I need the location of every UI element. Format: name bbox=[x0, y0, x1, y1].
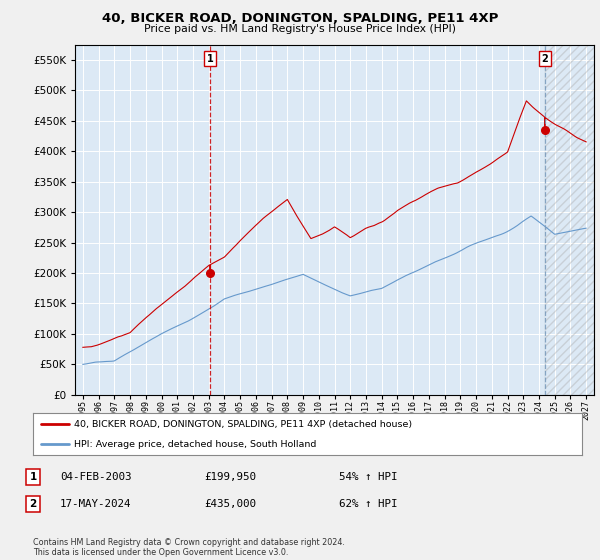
Text: Contains HM Land Registry data © Crown copyright and database right 2024.
This d: Contains HM Land Registry data © Crown c… bbox=[33, 538, 345, 557]
Text: HPI: Average price, detached house, South Holland: HPI: Average price, detached house, Sout… bbox=[74, 440, 317, 449]
Text: 17-MAY-2024: 17-MAY-2024 bbox=[60, 499, 131, 509]
Text: 2: 2 bbox=[542, 54, 548, 63]
Text: 2: 2 bbox=[29, 499, 37, 509]
Text: Price paid vs. HM Land Registry's House Price Index (HPI): Price paid vs. HM Land Registry's House … bbox=[144, 24, 456, 34]
Text: 1: 1 bbox=[207, 54, 214, 63]
Text: £199,950: £199,950 bbox=[204, 472, 256, 482]
Text: 40, BICKER ROAD, DONINGTON, SPALDING, PE11 4XP (detached house): 40, BICKER ROAD, DONINGTON, SPALDING, PE… bbox=[74, 420, 412, 429]
Text: 40, BICKER ROAD, DONINGTON, SPALDING, PE11 4XP: 40, BICKER ROAD, DONINGTON, SPALDING, PE… bbox=[102, 12, 498, 25]
Text: 1: 1 bbox=[29, 472, 37, 482]
Text: 54% ↑ HPI: 54% ↑ HPI bbox=[339, 472, 397, 482]
Text: 62% ↑ HPI: 62% ↑ HPI bbox=[339, 499, 397, 509]
Text: 04-FEB-2003: 04-FEB-2003 bbox=[60, 472, 131, 482]
Text: £435,000: £435,000 bbox=[204, 499, 256, 509]
